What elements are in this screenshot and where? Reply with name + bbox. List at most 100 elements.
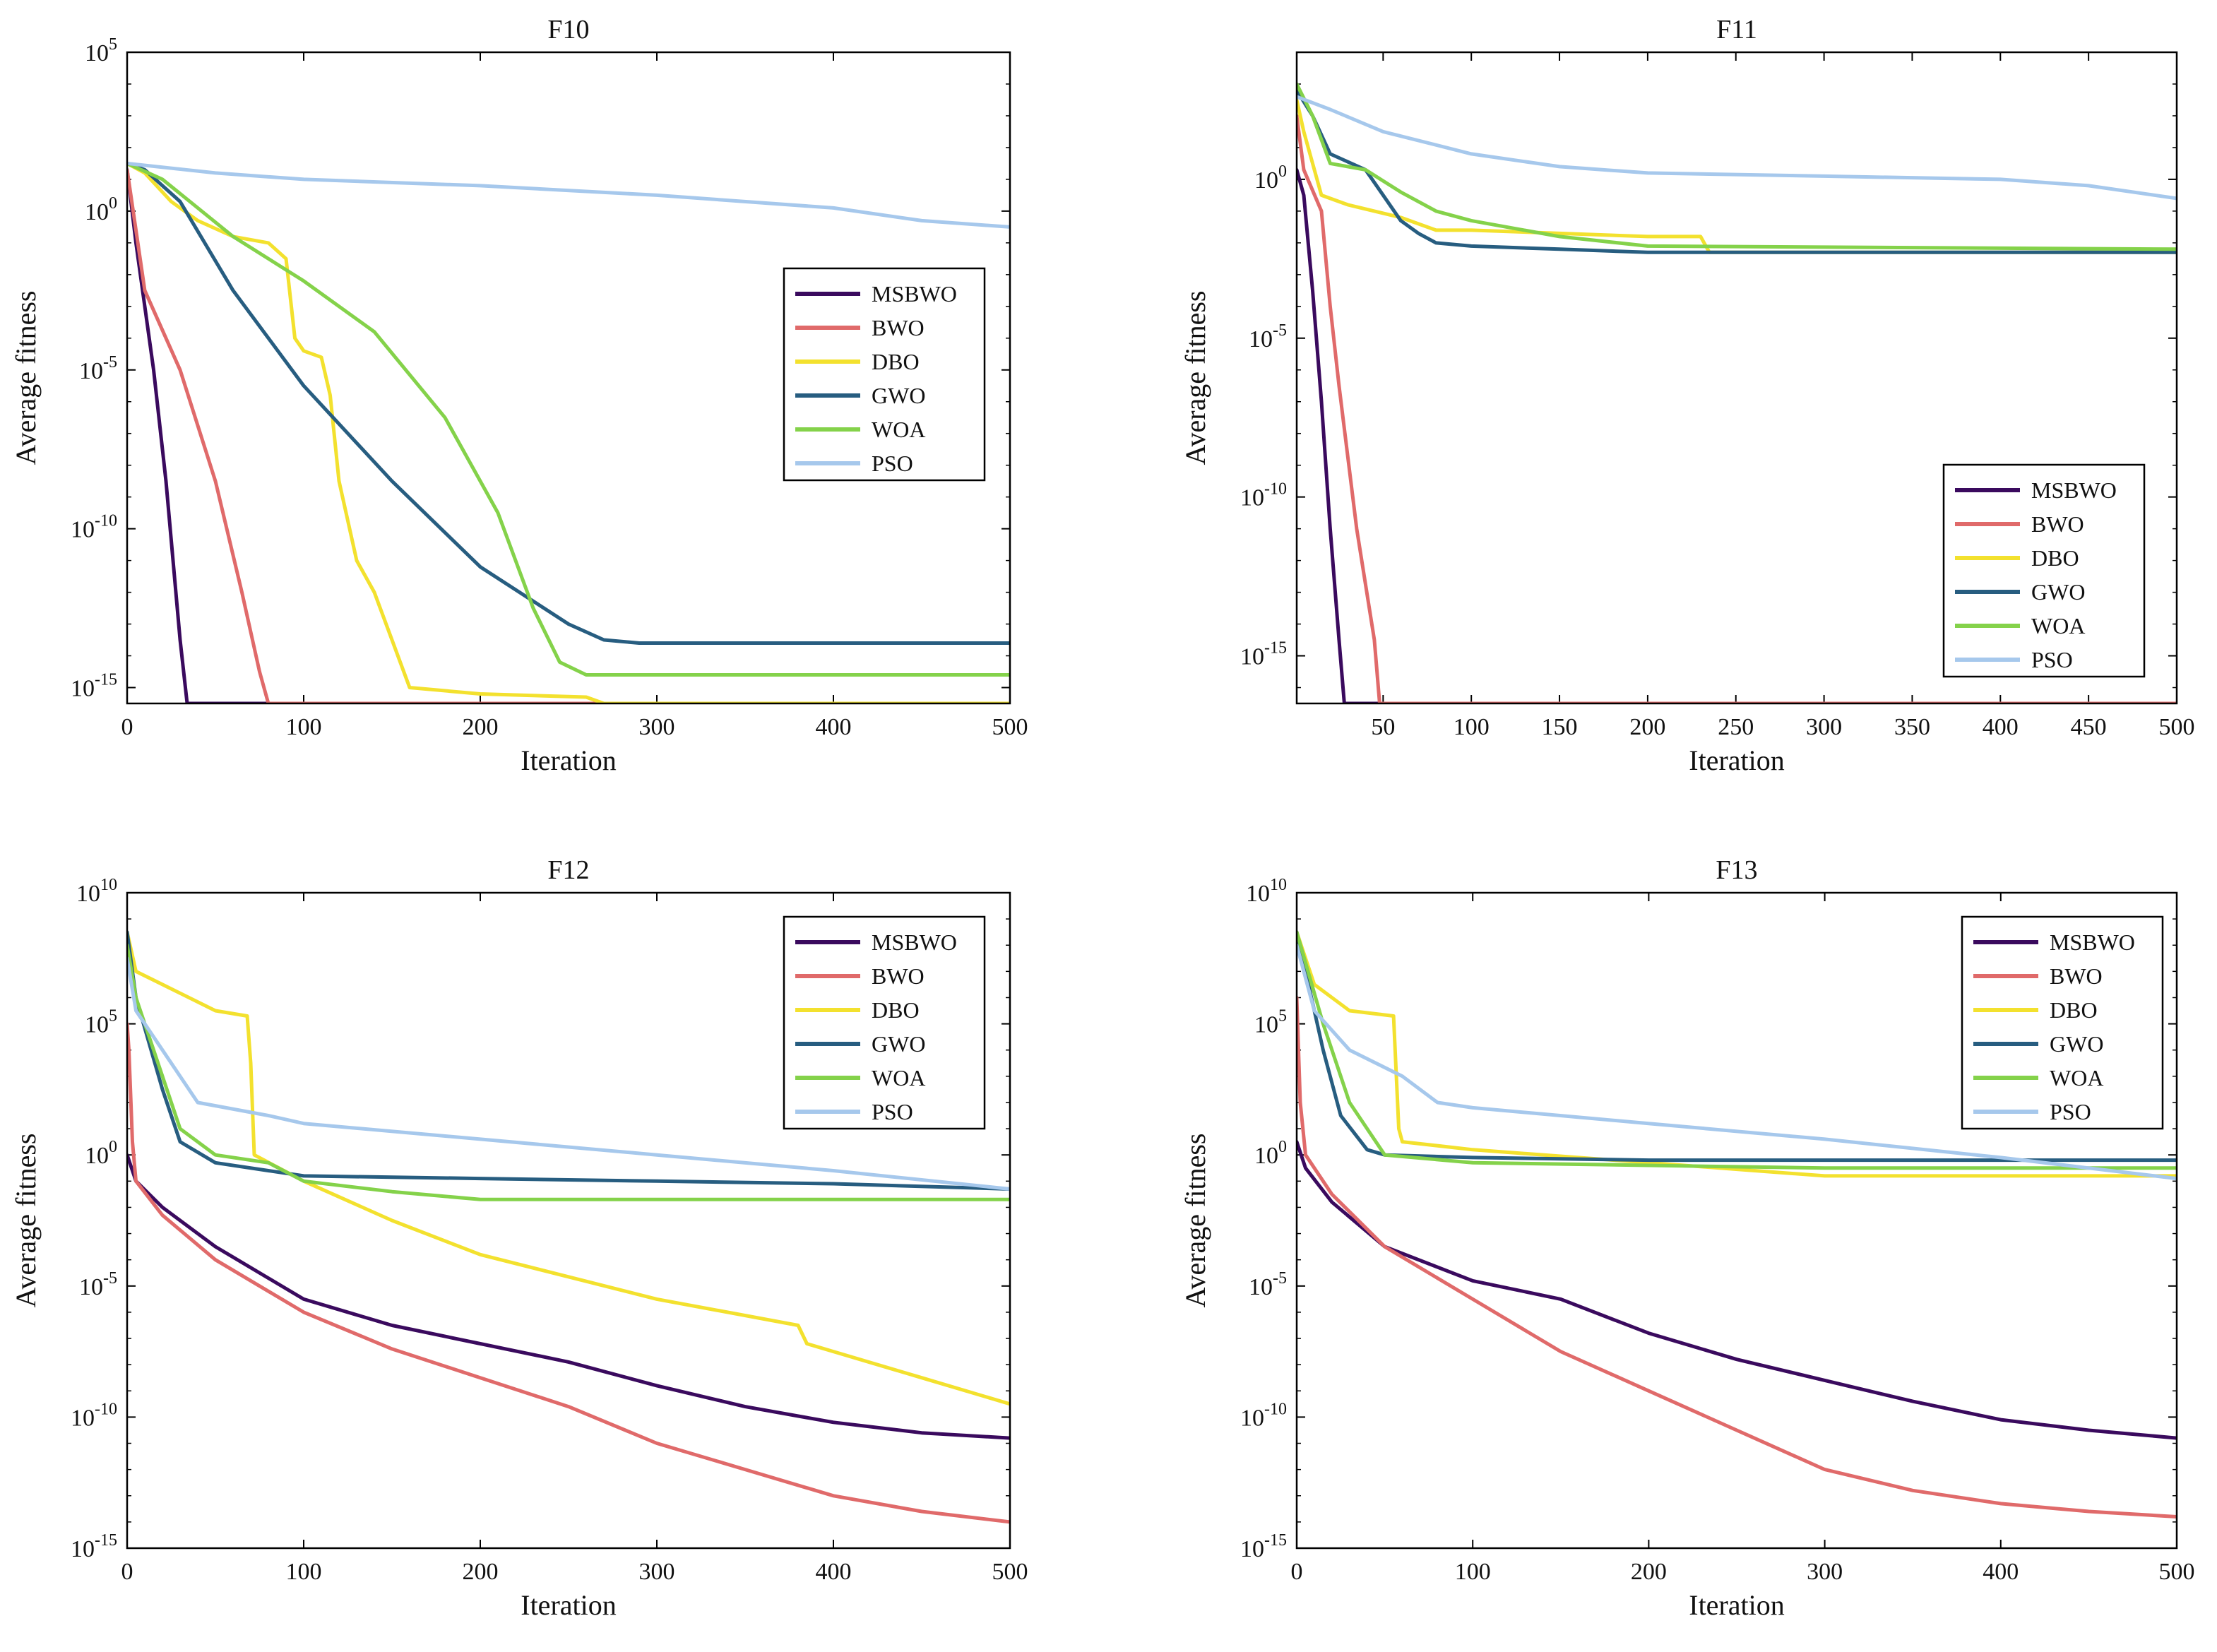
y-tick-label: 10-10 — [71, 1400, 117, 1431]
legend-label-bwo: BWO — [872, 963, 925, 989]
legend-label-woa: WOA — [872, 417, 925, 442]
y-tick-label: 10-15 — [1240, 1531, 1287, 1562]
series-line-dbo — [127, 930, 1010, 1406]
legend-label-woa: WOA — [872, 1065, 925, 1091]
series-line-bwo — [127, 167, 1010, 703]
y-tick-label: 100 — [1254, 1138, 1287, 1169]
x-tick-label: 200 — [463, 1559, 499, 1585]
y-tick-label: 10-15 — [71, 1531, 117, 1562]
legend-label-dbo: DBO — [2031, 545, 2079, 571]
y-axis-label: Average fitness — [1179, 291, 1211, 465]
legend-label-gwo: GWO — [872, 1031, 925, 1057]
legend-label-msbwo: MSBWO — [2050, 929, 2135, 955]
x-axis-label: Iteration — [1689, 744, 1785, 776]
series-line-dbo — [1297, 98, 2177, 254]
y-tick-label: 10-10 — [71, 512, 117, 543]
y-tick-label: 1010 — [76, 876, 117, 907]
series-line-bwo — [1297, 114, 2177, 703]
series-line-woa — [1297, 82, 2177, 251]
legend-label-pso: PSO — [2031, 647, 2073, 672]
x-tick-label: 400 — [816, 1559, 852, 1585]
y-tick-label: 10-10 — [1240, 1400, 1287, 1431]
series-line-woa — [127, 161, 1010, 677]
series-line-gwo — [127, 930, 1010, 1191]
x-tick-label: 200 — [463, 714, 499, 740]
series-line-pso — [127, 161, 1010, 229]
series-line-woa — [127, 943, 1010, 1201]
x-tick-label: 100 — [1455, 1559, 1491, 1585]
x-tick-label: 300 — [639, 1559, 675, 1585]
legend-label-msbwo: MSBWO — [2031, 477, 2117, 503]
legend-label-gwo: GWO — [872, 383, 925, 408]
x-tick-label: 200 — [1631, 1559, 1667, 1585]
series-group — [1297, 930, 2177, 1519]
legend: MSBWO BWO DBO GWO WOA PSO — [1961, 915, 2164, 1130]
x-tick-label: 0 — [121, 714, 133, 740]
legend-label-bwo: BWO — [872, 315, 925, 340]
plot-frame — [126, 51, 1011, 705]
legend-label-woa: WOA — [2050, 1065, 2103, 1091]
y-tick-label: 10-5 — [1249, 321, 1287, 352]
legend: MSBWO BWO DBO GWO WOA PSO — [783, 915, 986, 1130]
series-line-msbwo — [1297, 167, 2177, 703]
plot-frame — [1295, 891, 2178, 1550]
series-line-pso — [1297, 95, 2177, 201]
legend-label-woa: WOA — [2031, 613, 2085, 638]
x-tick-label: 500 — [992, 1559, 1028, 1585]
legend: MSBWO BWO DBO GWO WOA PSO — [783, 267, 986, 482]
legend-label-pso: PSO — [872, 1099, 913, 1124]
x-axis-label: Iteration — [1689, 1589, 1785, 1621]
series-group — [1297, 82, 2177, 703]
y-tick-label: 105 — [1254, 1007, 1287, 1038]
chart-f13: F13 0 100 200 300 400 500 10-15 10-10 10-5 100 105 1… — [1179, 855, 2195, 1621]
legend-box — [1942, 463, 2146, 678]
plot-frame — [126, 891, 1011, 1550]
series-line-pso — [1297, 943, 2177, 1181]
x-tick-label: 400 — [816, 714, 852, 740]
x-tick-label: 400 — [1983, 714, 2019, 740]
plot-frame — [1295, 51, 2178, 705]
x-tick-label: 300 — [1807, 1559, 1843, 1585]
series-line-pso — [127, 956, 1010, 1191]
legend-label-pso: PSO — [872, 451, 913, 476]
series-group — [127, 161, 1010, 703]
y-tick-label: 10-15 — [71, 671, 117, 702]
legend-label-dbo: DBO — [2050, 997, 2098, 1023]
legend-label-pso: PSO — [2050, 1099, 2091, 1124]
y-tick-label: 105 — [85, 35, 117, 66]
legend-label-dbo: DBO — [872, 349, 920, 374]
y-axis-label: Average fitness — [10, 291, 42, 465]
x-tick-label: 250 — [1718, 714, 1754, 740]
x-tick-label: 200 — [1629, 714, 1665, 740]
legend: MSBWO BWO DBO GWO WOA PSO — [1942, 463, 2146, 678]
y-tick-label: 10-10 — [1240, 480, 1287, 511]
y-tick-label: 10-15 — [1240, 639, 1287, 670]
chart-f11: F11 50 100 150 200 250 300 350 400 450 500 10-15 10-… — [1179, 15, 2195, 776]
chart-title: F12 — [547, 855, 589, 885]
series-line-bwo — [127, 1022, 1010, 1524]
series-line-gwo — [1297, 88, 2177, 254]
x-tick-label: 0 — [121, 1559, 133, 1585]
x-tick-label: 350 — [1894, 714, 1930, 740]
x-tick-label: 100 — [286, 1559, 322, 1585]
chart-title: F10 — [547, 15, 589, 44]
chart-title: F11 — [1716, 15, 1757, 44]
y-tick-label: 100 — [85, 194, 117, 225]
y-axis-label: Average fitness — [1179, 1134, 1211, 1308]
legend-label-msbwo: MSBWO — [872, 281, 957, 307]
y-tick-label: 10-5 — [1249, 1269, 1287, 1300]
legend-label-dbo: DBO — [872, 997, 920, 1023]
x-tick-label: 500 — [2159, 714, 2195, 740]
legend-label-bwo: BWO — [2050, 963, 2103, 989]
x-tick-label: 100 — [286, 714, 322, 740]
chart-f12: F12 0 100 200 300 400 500 10-15 10-10 10-5 100 105 1… — [10, 855, 1028, 1621]
series-line-msbwo — [127, 167, 1010, 703]
legend-label-msbwo: MSBWO — [872, 929, 957, 955]
series-line-dbo — [1297, 930, 2177, 1178]
legend-box — [783, 267, 986, 482]
x-tick-label: 500 — [992, 714, 1028, 740]
y-axis-label: Average fitness — [10, 1134, 42, 1308]
legend-label-gwo: GWO — [2050, 1031, 2103, 1057]
legend-label-gwo: GWO — [2031, 579, 2085, 605]
